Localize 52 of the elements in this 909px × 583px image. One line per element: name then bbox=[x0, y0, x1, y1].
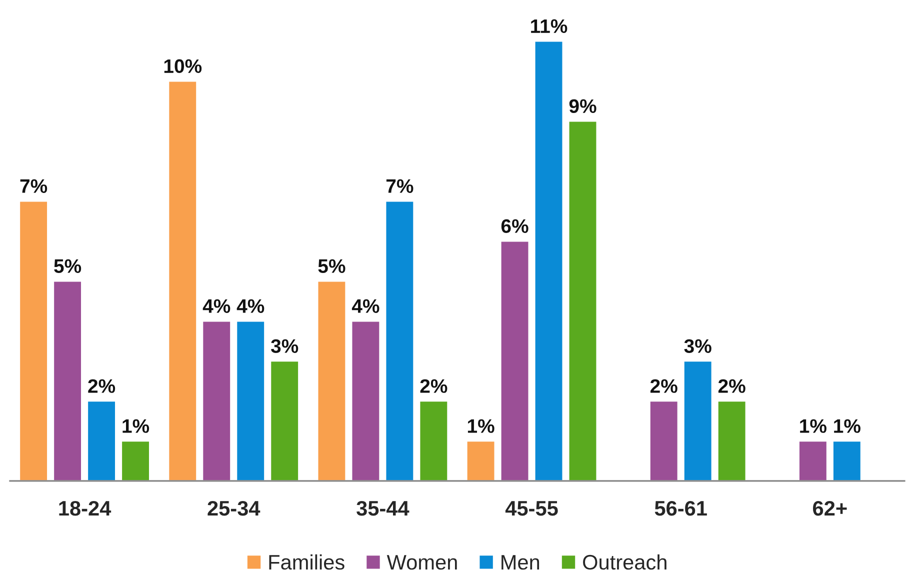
bar bbox=[236, 320, 266, 481]
bar bbox=[168, 80, 198, 481]
bar bbox=[832, 440, 862, 481]
data-label: 2% bbox=[420, 379, 448, 393]
data-label: 2% bbox=[88, 379, 116, 393]
data-label: 4% bbox=[202, 299, 230, 313]
legend-label: Outreach bbox=[583, 554, 666, 570]
x-tick-label: 35-44 bbox=[356, 500, 410, 516]
data-label: 1% bbox=[800, 419, 826, 433]
data-label: 5% bbox=[318, 259, 346, 273]
bar bbox=[316, 280, 347, 481]
data-label: 5% bbox=[54, 259, 82, 273]
x-tick-label: 45-55 bbox=[505, 501, 558, 516]
bar bbox=[682, 360, 713, 481]
bar bbox=[384, 200, 415, 481]
bar bbox=[500, 240, 530, 481]
x-tick-label: 56-61 bbox=[654, 500, 707, 516]
data-label: 2% bbox=[650, 379, 678, 393]
bar bbox=[534, 40, 564, 481]
data-label: 1% bbox=[468, 419, 494, 433]
legend-label: Women bbox=[386, 555, 457, 570]
data-label: 4% bbox=[352, 299, 380, 313]
bar bbox=[270, 360, 300, 481]
bar bbox=[716, 400, 747, 481]
bar bbox=[350, 320, 381, 481]
data-label: 3% bbox=[270, 339, 298, 354]
data-label: 4% bbox=[236, 299, 264, 313]
data-label: 1% bbox=[834, 419, 860, 433]
bar bbox=[202, 320, 232, 481]
bar bbox=[120, 440, 150, 481]
data-label: 7% bbox=[386, 179, 414, 193]
bar bbox=[466, 440, 496, 481]
data-label: 6% bbox=[501, 219, 528, 233]
x-tick-label: 18-24 bbox=[59, 500, 112, 516]
bar bbox=[86, 400, 116, 481]
data-label: 2% bbox=[718, 379, 746, 393]
legend-label: Families bbox=[269, 554, 344, 570]
bar bbox=[418, 400, 449, 481]
x-tick-label: 25-34 bbox=[208, 500, 260, 516]
bar bbox=[52, 280, 82, 481]
data-label: 10% bbox=[164, 59, 202, 74]
bar bbox=[648, 400, 679, 481]
bar bbox=[568, 120, 598, 481]
bar bbox=[18, 200, 48, 481]
data-label: 11% bbox=[531, 19, 568, 33]
data-label: 9% bbox=[569, 99, 596, 114]
legend-label: Men bbox=[502, 555, 540, 570]
data-label: 3% bbox=[684, 339, 712, 354]
data-label: 1% bbox=[122, 419, 150, 433]
x-tick-label: 62+ bbox=[813, 500, 847, 516]
bar bbox=[798, 440, 828, 481]
data-label: 7% bbox=[20, 179, 48, 193]
